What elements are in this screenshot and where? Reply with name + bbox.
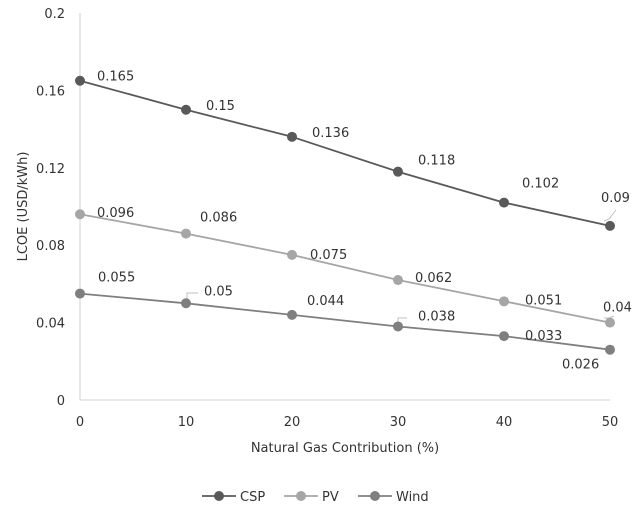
x-tick-label: 0 [76,415,84,430]
legend-label-csp: CSP [240,490,265,505]
data-point-wind [287,309,297,320]
y-tick-label: 0 [57,394,65,409]
data-label-pv: 0.096 [97,206,134,221]
legend-marker-wind [370,491,380,501]
y-tick-label: 0.12 [36,162,65,177]
data-label-csp: 0.15 [206,99,235,114]
data-point-csp [605,220,615,231]
data-label-pv: 0.04 [603,301,632,316]
legend-marker-csp [214,491,224,501]
data-label-csp: 0.136 [312,126,349,141]
y-tick-label: 0.2 [44,7,65,22]
y-tick-label: 0.16 [36,84,65,99]
data-label-wind: 0.05 [204,284,233,299]
series-lines [79,79,611,351]
series-line-csp [79,79,611,227]
series-points [75,75,615,355]
x-tick-label: 10 [178,415,195,430]
y-axis-title: LCOE (USD/kWh) [16,152,31,262]
series-line-pv [79,213,611,324]
data-point-pv [605,317,615,328]
data-point-csp [499,197,509,208]
data-label-csp: 0.102 [522,177,559,192]
data-label-pv: 0.051 [525,293,562,308]
data-point-pv [287,249,297,260]
x-tick-labels: 0 10 20 30 40 50 [76,415,618,430]
data-label-wind: 0.033 [525,329,562,344]
data-point-pv [499,296,509,307]
data-point-wind [393,321,403,332]
data-label-pv: 0.062 [415,271,452,286]
data-point-csp [393,166,403,177]
x-tick-label: 30 [390,415,407,430]
y-tick-label: 0.08 [36,239,65,254]
legend: CSP PV Wind [202,490,429,505]
data-label-csp: 0.118 [418,154,455,169]
data-point-wind [605,344,615,355]
leader-line [603,209,617,222]
data-point-csp [181,104,191,115]
data-point-pv [75,209,85,220]
data-label-wind: 0.055 [98,271,135,286]
data-labels: 0.165 0.15 0.136 0.118 0.102 0.09 0.096 0.086 0.… [97,70,632,373]
data-point-wind [181,298,191,309]
x-axis-title: Natural Gas Contribution (%) [251,441,439,456]
data-label-pv: 0.086 [200,211,237,226]
y-tick-labels: 0 0.04 0.08 0.12 0.16 0.2 [36,7,65,409]
y-tick-label: 0.04 [36,317,65,332]
data-label-csp: 0.09 [601,191,630,206]
data-label-wind: 0.026 [562,358,599,373]
leader-line [604,315,615,319]
data-point-pv [393,275,403,286]
data-point-csp [75,75,85,86]
data-label-pv: 0.075 [310,248,347,263]
data-point-csp [287,131,297,142]
series-line-wind [79,292,611,351]
legend-label-pv: PV [322,490,339,505]
data-point-wind [499,331,509,342]
data-label-wind: 0.044 [307,294,344,309]
legend-label-wind: Wind [396,490,429,505]
legend-marker-pv [296,491,306,501]
x-tick-label: 40 [496,415,513,430]
data-point-pv [181,228,191,239]
data-point-wind [75,288,85,299]
data-label-wind: 0.038 [418,309,455,324]
data-label-csp: 0.165 [97,70,134,85]
x-tick-label: 20 [284,415,301,430]
x-tick-label: 50 [602,415,619,430]
